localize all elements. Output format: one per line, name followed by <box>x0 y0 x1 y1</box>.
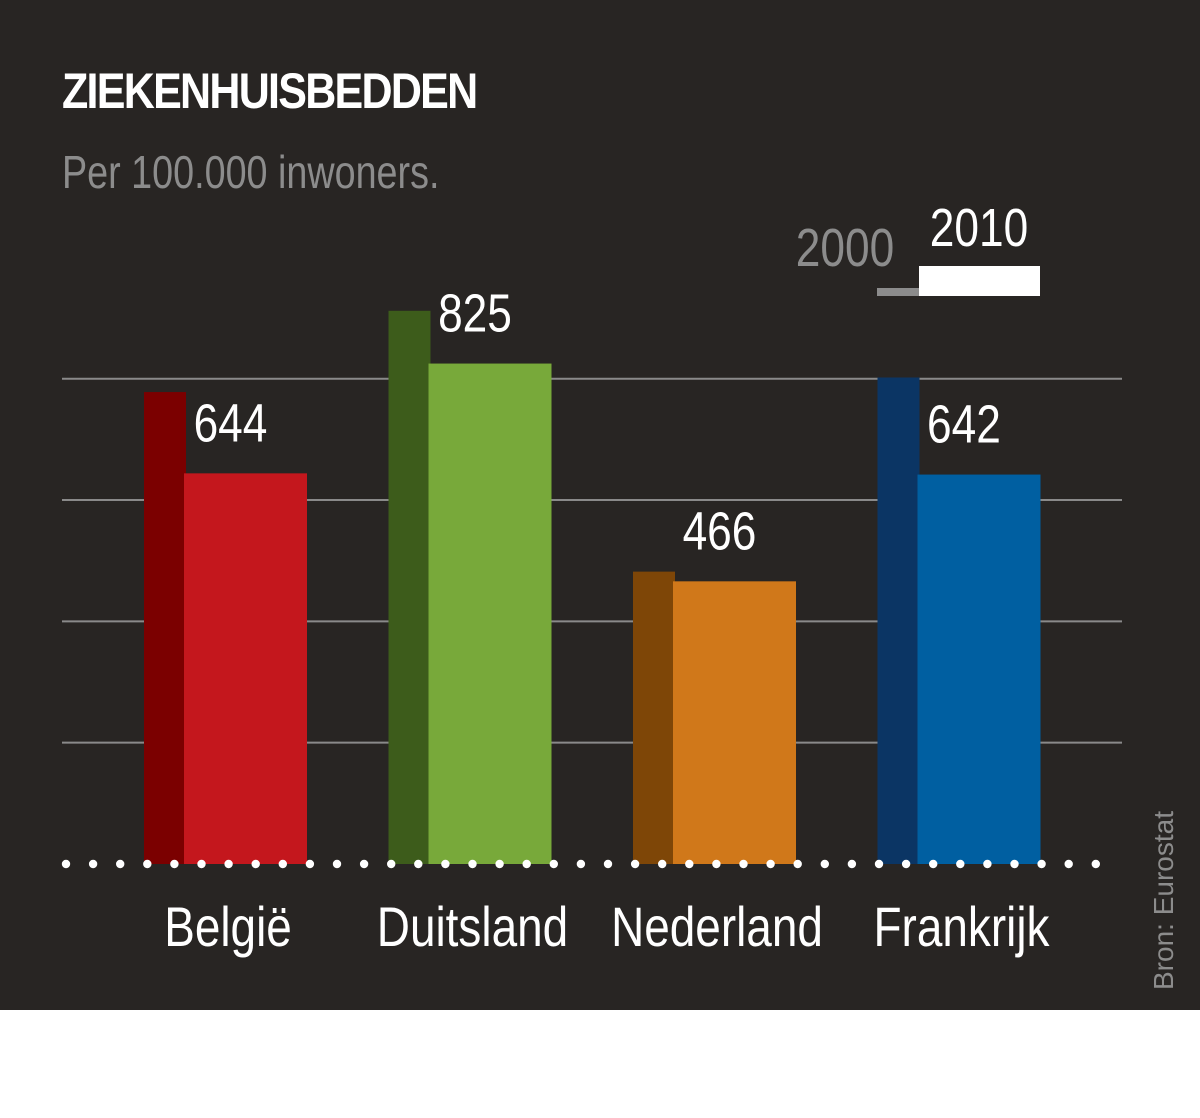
baseline-dot <box>793 859 802 869</box>
baseline-dot <box>874 859 884 869</box>
legend-label-2010: 2010 <box>930 198 1028 258</box>
labels: 644 België 825 Duitsland 466 Nederland 642 Fran… <box>164 283 1050 958</box>
legend-label-2000: 2000 <box>796 218 894 278</box>
bar-chart: 644 België 825 Duitsland 466 Nederland 642 Fran… <box>61 198 1122 958</box>
bar-value-label: 466 <box>683 501 757 561</box>
baseline-dot <box>88 859 98 869</box>
bar-2000 <box>877 377 920 864</box>
baseline-dot <box>387 859 396 869</box>
baseline-dot <box>414 859 423 869</box>
category-label: Frankrijk <box>874 896 1050 958</box>
baseline-dot <box>170 859 179 869</box>
category-label: België <box>164 896 292 958</box>
baseline-dot <box>61 859 71 869</box>
baseline-dot <box>143 859 152 869</box>
baseline-dot <box>522 859 531 869</box>
dotted-baseline <box>61 859 1101 869</box>
baseline-dot <box>658 859 667 869</box>
baseline-dot <box>495 859 504 869</box>
bar-value-label: 644 <box>194 393 268 453</box>
legend: 2000 2010 <box>796 198 1040 296</box>
baseline-dot <box>549 859 558 869</box>
baseline-dot <box>441 859 450 869</box>
bar-2010 <box>184 473 307 864</box>
bar-2000 <box>388 310 431 865</box>
chart-subtitle: Per 100.000 inwoners. <box>62 146 440 198</box>
baseline-dot <box>983 859 992 869</box>
baseline-dot <box>468 859 477 869</box>
baseline-dot <box>576 859 586 869</box>
bar-2010 <box>917 474 1041 864</box>
baseline-dot <box>685 859 694 869</box>
baseline-dot <box>332 859 342 869</box>
legend-swatch-2010 <box>919 266 1040 296</box>
bar-2000 <box>633 571 675 864</box>
baseline-dot <box>278 859 287 869</box>
baseline-dot <box>630 859 640 869</box>
baseline-dot <box>820 859 829 869</box>
baseline-dot <box>116 859 125 869</box>
baseline-dot <box>1010 859 1019 869</box>
legend-swatch-2000 <box>877 288 919 296</box>
baseline-dot <box>224 859 233 869</box>
baseline-dot <box>712 859 721 869</box>
bar-2000 <box>144 392 186 864</box>
bar-2010 <box>428 363 552 864</box>
baseline-dot <box>956 859 965 869</box>
bar-value-label: 825 <box>438 283 512 343</box>
category-label: Nederland <box>611 896 823 958</box>
baseline-dot <box>305 859 315 869</box>
baseline-dot <box>603 859 613 869</box>
category-label: Duitsland <box>377 896 568 958</box>
baseline-dot <box>901 859 911 869</box>
baseline-dot <box>929 859 938 869</box>
baseline-dot <box>197 859 206 869</box>
baseline-dot <box>1037 859 1046 869</box>
baseline-dot <box>847 859 857 869</box>
baseline-dot <box>1064 859 1073 869</box>
chart-title: ZIEKENHUISBEDDEN <box>62 63 478 119</box>
bar-2010 <box>673 581 796 864</box>
baseline-dot <box>359 859 369 869</box>
baseline-dot <box>1091 859 1101 869</box>
bars <box>144 310 1041 865</box>
bar-value-label: 642 <box>927 394 1001 454</box>
baseline-dot <box>251 859 260 869</box>
baseline-dot <box>766 859 775 869</box>
baseline-dot <box>739 859 748 869</box>
